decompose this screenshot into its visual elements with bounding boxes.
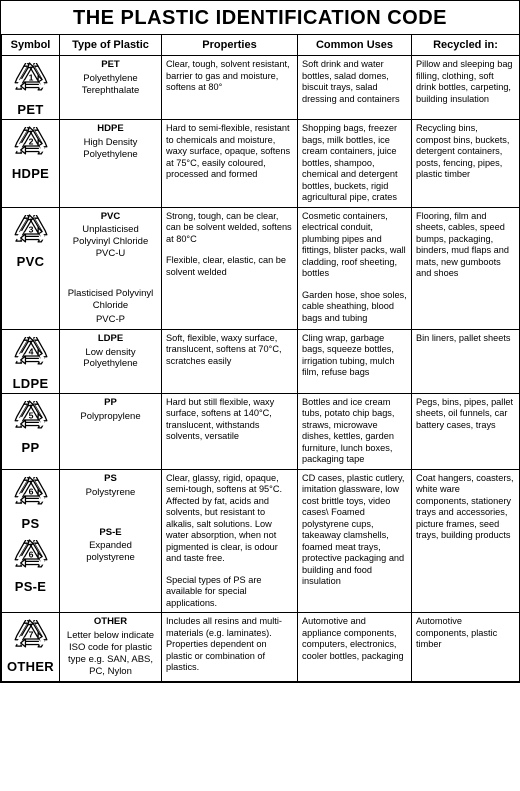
uses-cell: Shopping bags, freezer bags, milk bottle… [298,120,412,208]
symbol-label: PS [4,516,57,531]
type-subtitle: Expanded polystyrene [64,540,157,564]
header-uses: Common Uses [298,35,412,56]
type-subtitle: Polystyrene [64,487,157,499]
recycled-cell: Pillow and sleeping bag filling, clothin… [412,56,520,120]
type-subtitle: Low density Polyethylene [64,347,157,371]
symbol-label: LDPE [4,376,57,391]
symbol-label: PP [4,440,57,455]
type-name: OTHER [64,616,157,628]
properties-cell: Clear, glassy, rigid, opaque, semi-tough… [162,469,298,613]
header-row: Symbol Type of Plastic Properties Common… [2,35,520,56]
recycle-symbol-icon: 1 [12,60,50,96]
properties-cell: Hard to semi-flexible, resistant to chem… [162,120,298,208]
properties-text: Clear, glassy, rigid, opaque, semi-tough… [166,473,293,565]
recycle-symbol-icon: 5 [12,398,50,434]
type-cell: PP Polypropylene [60,393,162,469]
type-subtitle: Letter below indicate ISO code for plast… [64,630,157,678]
recycle-symbol-icon: 6 [12,537,50,573]
symbol-label: OTHER [4,659,57,674]
recycled-cell: Recycling bins, compost bins, buckets, d… [412,120,520,208]
recycled-cell: Pegs, bins, pipes, pallet sheets, oil fu… [412,393,520,469]
table-row: 3 PVCPVCUnplasticised Polyvinyl Chloride… [2,207,520,329]
type-cell: PVCUnplasticised Polyvinyl Chloride PVC-… [60,207,162,329]
svg-text:1: 1 [28,72,33,82]
table-row: 5 PPPPPolypropyleneHard but still flexib… [2,393,520,469]
symbol-label: PET [4,102,57,117]
svg-text:2: 2 [28,137,33,147]
type-cell: PET Polyethylene Terephthalate [60,56,162,120]
symbol-label: PVC [4,254,57,269]
properties-cell: Hard but still flexible, waxy surface, s… [162,393,298,469]
symbol-cell: 3 PVC [2,207,60,329]
type-subtitle: Plasticised Polyvinyl Chloride [64,288,157,312]
table-row: 6 PS 6 PS-EPSPoly [2,469,520,613]
type-cell: HDPE High Density Polyethylene [60,120,162,208]
type-cell: OTHER Letter below indicate ISO code for … [60,613,162,681]
symbol-cell: 1 PET [2,56,60,120]
properties-cell: Includes all resins and multi-materials … [162,613,298,681]
page-title: THE PLASTIC IDENTIFICATION CODE [1,1,519,34]
uses-cell: Cling wrap, garbage bags, squeeze bottle… [298,329,412,393]
type-name: HDPE [64,123,157,135]
symbol-label: HDPE [4,166,57,181]
properties-text: Strong, tough, can be clear, can be solv… [166,211,293,246]
uses-cell: CD cases, plastic cutlery, imitation gla… [298,469,412,613]
table-row: 1 PETPETPolyethylene TerephthalateClear,… [2,56,520,120]
type-subtitle: PVC-P [64,314,157,326]
properties-cell: Clear, tough, solvent resistant, barrier… [162,56,298,120]
symbol-cell: 5 PP [2,393,60,469]
recycled-cell: Automotive components, plastic timber [412,613,520,681]
properties-cell: Soft, flexible, waxy surface, translucen… [162,329,298,393]
type-cell: PS Polystyrene PS-EExpanded polystyrene [60,469,162,613]
header-symbol: Symbol [2,35,60,56]
type-cell: LDPE Low density Polyethylene [60,329,162,393]
type-name: LDPE [64,333,157,345]
uses-cell: Bottles and ice cream tubs, potato chip … [298,393,412,469]
recycle-symbol-icon: 3 [12,212,50,248]
header-recycled: Recycled in: [412,35,520,56]
svg-text:4: 4 [28,346,33,356]
symbol-cell: 7 OTHER [2,613,60,681]
uses-text: Cosmetic containers, electrical conduit,… [302,211,407,280]
table-row: 4 LDPELDPELow density PolyethyleneSoft, … [2,329,520,393]
recycled-cell: Coat hangers, coasters, white ware compo… [412,469,520,613]
type-name: PET [64,59,157,71]
header-type: Type of Plastic [60,35,162,56]
type-subtitle: High Density Polyethylene [64,137,157,161]
uses-cell: Soft drink and water bottles, salad dome… [298,56,412,120]
properties-cell: Strong, tough, can be clear, can be solv… [162,207,298,329]
type-name: PS-E [64,527,157,539]
uses-text: Garden hose, shoe soles, cable sheathing… [302,290,407,325]
type-subtitle: Polypropylene [64,411,157,423]
recycle-symbol-icon: 6 [12,474,50,510]
recycled-cell: Bin liners, pallet sheets [412,329,520,393]
type-subtitle: Unplasticised Polyvinyl Chloride PVC-U [64,224,157,260]
recycle-symbol-icon: 7 [12,617,50,653]
svg-text:5: 5 [28,410,33,420]
svg-text:3: 3 [28,224,33,234]
recycle-symbol-icon: 2 [12,124,50,160]
type-name: PVC [64,211,157,223]
header-properties: Properties [162,35,298,56]
svg-text:6: 6 [28,549,33,559]
type-subtitle: Polyethylene Terephthalate [64,73,157,97]
symbol-cell: 4 LDPE [2,329,60,393]
svg-text:6: 6 [28,486,33,496]
recycle-symbol-icon: 4 [12,334,50,370]
identification-table: Symbol Type of Plastic Properties Common… [1,34,520,682]
properties-text: Flexible, clear, elastic, can be solvent… [166,255,293,278]
type-name: PP [64,397,157,409]
symbol-cell: 6 PS 6 PS-E [2,469,60,613]
uses-cell: Cosmetic containers, electrical conduit,… [298,207,412,329]
type-name: PS [64,473,157,485]
svg-text:7: 7 [28,630,33,640]
uses-cell: Automotive and appliance components, com… [298,613,412,681]
table-row: 2 HDPEHDPEHigh Density PolyethyleneHard … [2,120,520,208]
document-page: THE PLASTIC IDENTIFICATION CODE Symbol T… [0,0,520,683]
recycled-cell: Flooring, film and sheets, cables, speed… [412,207,520,329]
properties-text: Special types of PS are available for sp… [166,575,293,610]
table-row: 7 OTHEROTHERLetter below indicate ISO co… [2,613,520,681]
symbol-cell: 2 HDPE [2,120,60,208]
symbol-label: PS-E [4,579,57,594]
